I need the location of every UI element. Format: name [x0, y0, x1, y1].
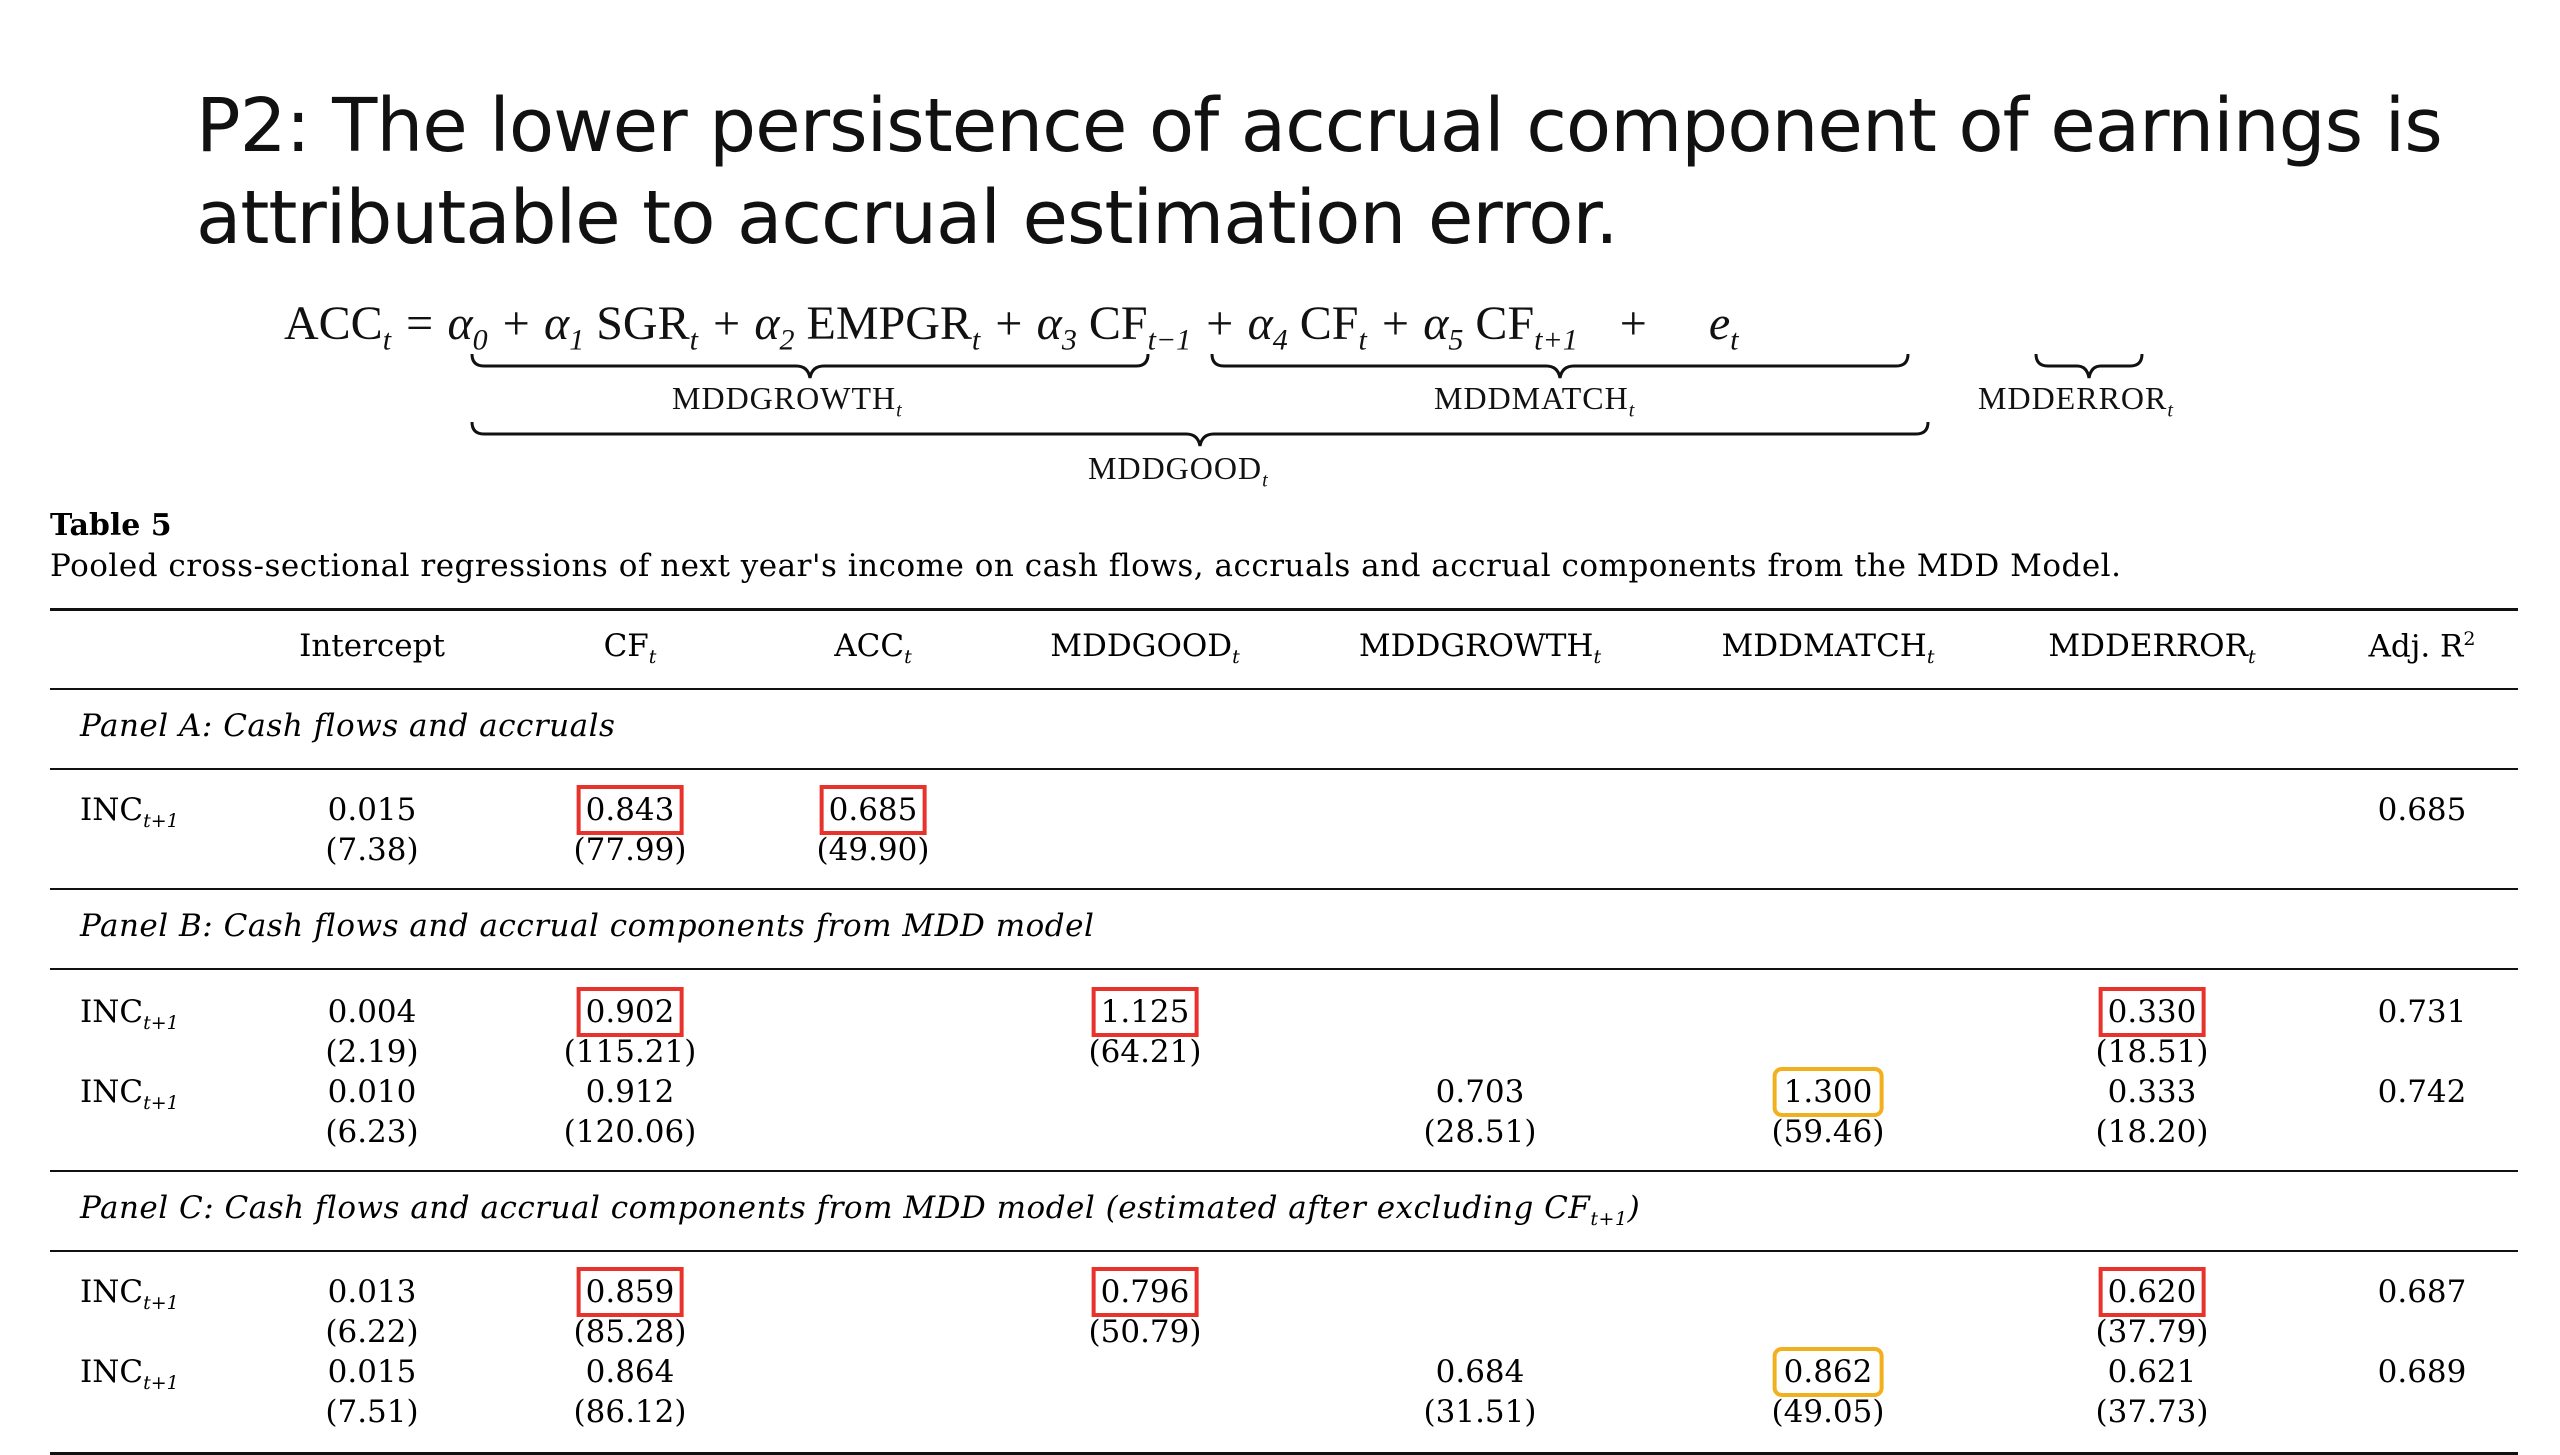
header-mddgood: MDDGOODt — [1050, 628, 1240, 669]
panel-c-rule — [50, 1250, 2518, 1252]
row-label: INCt+1 — [80, 792, 179, 833]
cell-cf-tstat: (120.06) — [563, 1114, 697, 1150]
cell-intercept: 0.015 — [327, 792, 417, 828]
cell-cf: 0.912 — [585, 1074, 675, 1110]
cell-mddgrowth-tstat: (31.51) — [1423, 1394, 1537, 1430]
cell-mdderror-highlighted: 0.620 — [2098, 1267, 2206, 1317]
header-mddmatch: MDDMATCHt — [1721, 628, 1935, 669]
panel-b-title: Panel B: Cash flows and accrual componen… — [80, 908, 1095, 944]
cell-intercept-tstat: (6.23) — [325, 1114, 419, 1150]
cell-adj-r2: 0.731 — [2377, 994, 2467, 1030]
cell-intercept-tstat: (7.38) — [325, 832, 419, 868]
cell-mdderror-highlighted: 0.330 — [2098, 987, 2206, 1037]
cell-mddgrowth: 0.703 — [1435, 1074, 1525, 1110]
cell-intercept: 0.013 — [327, 1274, 417, 1310]
cell-mddgood-tstat: (64.21) — [1088, 1034, 1202, 1070]
cell-cf-highlighted: 0.843 — [576, 785, 684, 835]
cell-intercept: 0.010 — [327, 1074, 417, 1110]
panel-a-rule — [50, 768, 2518, 770]
cell-mddgood-tstat: (50.79) — [1088, 1314, 1202, 1350]
table-caption: Pooled cross-sectional regressions of ne… — [50, 548, 2122, 584]
cell-adj-r2: 0.687 — [2377, 1274, 2467, 1310]
cell-adj-r2: 0.685 — [2377, 792, 2467, 828]
row-label: INCt+1 — [80, 1074, 179, 1115]
header-mdderror: MDDERRORt — [2048, 628, 2256, 669]
cell-cf-tstat: (115.21) — [563, 1034, 697, 1070]
label-mddgood: MDDGOODt — [1088, 450, 1269, 492]
row-label: INCt+1 — [80, 1354, 179, 1395]
label-mdderror: MDDERRORt — [1978, 380, 2174, 422]
header-intercept: Intercept — [299, 628, 445, 664]
cell-adj-r2: 0.742 — [2377, 1074, 2467, 1110]
table-top-rule — [50, 608, 2518, 611]
header-acc: ACCt — [834, 628, 912, 669]
cell-mddgood-highlighted: 0.796 — [1091, 1267, 1199, 1317]
label-mddmatch: MDDMATCHt — [1434, 380, 1636, 422]
cell-intercept: 0.015 — [327, 1354, 417, 1390]
header-cf: CFt — [603, 628, 657, 669]
brace-match — [1210, 353, 1910, 379]
cell-mdderror-tstat: (37.73) — [2095, 1394, 2209, 1430]
brace-good — [470, 421, 1930, 447]
panel-a-title: Panel A: Cash flows and accruals — [80, 708, 616, 744]
panel-b-end-rule — [50, 1170, 2518, 1172]
cell-mddgrowth: 0.684 — [1435, 1354, 1525, 1390]
cell-cf-highlighted: 0.859 — [576, 1267, 684, 1317]
cell-acc-tstat: (49.90) — [816, 832, 930, 868]
header-mddgrowth: MDDGROWTHt — [1358, 628, 1602, 669]
cell-mdderror-tstat: (18.20) — [2095, 1114, 2209, 1150]
cell-adj-r2: 0.689 — [2377, 1354, 2467, 1390]
cell-mddmatch-tstat: (49.05) — [1771, 1394, 1885, 1430]
cell-cf-tstat: (86.12) — [573, 1394, 687, 1430]
cell-cf-tstat: (77.99) — [573, 832, 687, 868]
row-label: INCt+1 — [80, 994, 179, 1035]
label-mddgrowth: MDDGROWTHt — [672, 380, 903, 422]
header-adj-r2: Adj. R2 — [2368, 628, 2476, 665]
cell-mdderror-tstat: (37.79) — [2095, 1314, 2209, 1350]
cell-intercept-tstat: (7.51) — [325, 1394, 419, 1430]
cell-mdderror-tstat: (18.51) — [2095, 1034, 2209, 1070]
cell-cf-tstat: (85.28) — [573, 1314, 687, 1350]
panel-b-rule — [50, 968, 2518, 970]
panel-c-title: Panel C: Cash flows and accrual componen… — [80, 1190, 1641, 1231]
cell-intercept: 0.004 — [327, 994, 417, 1030]
mdd-model-equation: ACCt = α0 + α1 SGRt + α2 EMPGRt + α3 CFt… — [0, 0, 2560, 500]
panel-a-end-rule — [50, 888, 2518, 890]
cell-mddgrowth-tstat: (28.51) — [1423, 1114, 1537, 1150]
row-label: INCt+1 — [80, 1274, 179, 1315]
cell-intercept-tstat: (2.19) — [325, 1034, 419, 1070]
cell-mddmatch-tstat: (59.46) — [1771, 1114, 1885, 1150]
cell-cf-highlighted: 0.902 — [576, 987, 684, 1037]
cell-mdderror: 0.333 — [2107, 1074, 2197, 1110]
table-title: Table 5 — [50, 508, 172, 543]
brace-error — [2034, 353, 2144, 379]
equation-formula: ACCt = α0 + α1 SGRt + α2 EMPGRt + α3 CFt… — [284, 297, 1739, 357]
cell-intercept-tstat: (6.22) — [325, 1314, 419, 1350]
cell-cf: 0.864 — [585, 1354, 675, 1390]
cell-mddmatch-highlighted: 1.300 — [1772, 1067, 1884, 1117]
brace-growth — [470, 353, 1150, 379]
header-rule — [50, 688, 2518, 690]
cell-mddgood-highlighted: 1.125 — [1091, 987, 1199, 1037]
slide-title: P2: The lower persistence of accrual com… — [196, 83, 2443, 261]
cell-acc-highlighted: 0.685 — [819, 785, 927, 835]
cell-mdderror: 0.621 — [2107, 1354, 2197, 1390]
cell-mddmatch-highlighted: 0.862 — [1772, 1347, 1884, 1397]
